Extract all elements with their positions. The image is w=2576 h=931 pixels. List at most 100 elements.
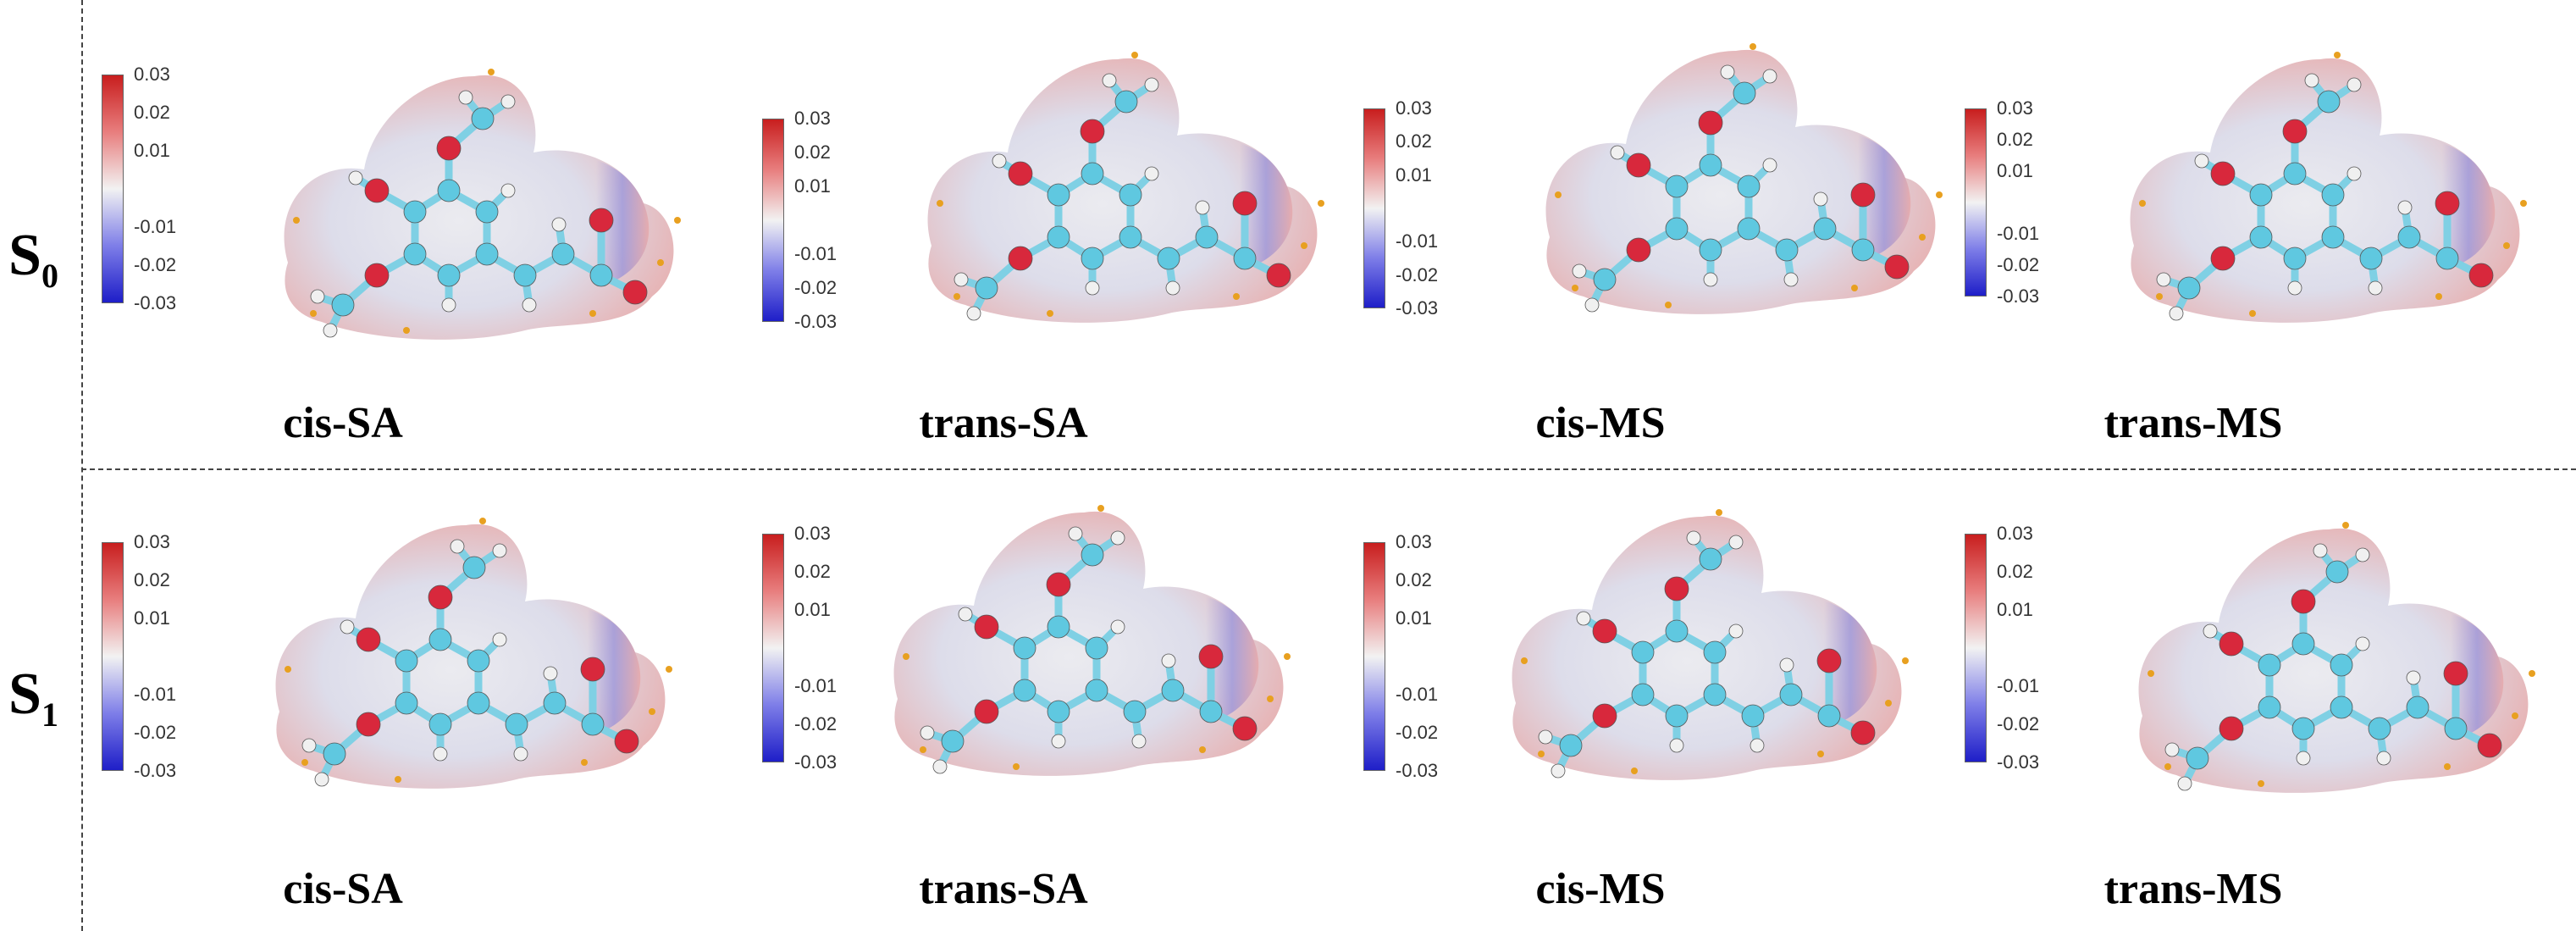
surface-extremum-point <box>2444 763 2451 770</box>
molecule-esp-map <box>2138 522 2535 793</box>
carbon-atom <box>1593 268 1617 291</box>
carbon-atom <box>551 242 575 266</box>
surface-extremum-point <box>2258 780 2264 787</box>
molecule-label: trans-MS <box>2103 865 2283 913</box>
carbon-atom <box>1699 547 1722 571</box>
carbon-atom <box>1741 704 1765 728</box>
colorbar-tick-label: 0.03 <box>1997 97 2033 119</box>
esp-negative-region <box>1160 137 1293 271</box>
colorbar-tick-label: 0.03 <box>1997 523 2033 544</box>
molecule-esp-map <box>284 69 681 340</box>
oxygen-atom <box>622 280 648 305</box>
carbon-atom <box>1703 640 1727 664</box>
carbon-atom <box>323 742 346 766</box>
oxygen-atom <box>1046 572 1071 597</box>
carbon-atom <box>1779 683 1803 707</box>
surface-extremum-point <box>903 653 909 660</box>
colorbar-tick-label: -0.01 <box>794 243 837 265</box>
oxygen-atom <box>1698 110 1723 136</box>
oxygen-atom <box>1232 191 1258 216</box>
colorbar-tick-label: 0.01 <box>1396 163 1432 186</box>
oxygen-atom <box>1592 618 1617 644</box>
carbon-atom <box>543 691 567 715</box>
oxygen-atom <box>1008 246 1033 271</box>
hydrogen-atom <box>1584 297 1600 313</box>
surface-extremum-point <box>649 708 655 715</box>
colorbar-tick-label: -0.03 <box>1396 760 1439 781</box>
molecule-esp-map <box>2130 52 2527 323</box>
hydrogen-atom <box>958 607 973 622</box>
colorbar-tick-label: 0.02 <box>1396 569 1432 591</box>
hydrogen-atom <box>1085 280 1100 296</box>
surface-extremum-point <box>2529 670 2535 677</box>
colorbar-tick-label: 0.01 <box>134 139 170 161</box>
colorbar-tick-label: -0.02 <box>134 253 177 275</box>
surface-extremum-point <box>2334 52 2341 58</box>
carbon-atom <box>2258 653 2281 677</box>
hydrogen-atom <box>1161 653 1176 668</box>
esp-negative-region <box>517 154 650 288</box>
hydrogen-atom <box>2194 153 2209 169</box>
carbon-atom <box>475 242 499 266</box>
carbon-atom <box>1737 175 1761 198</box>
carbon-atom <box>2317 90 2341 114</box>
carbon-atom <box>475 200 499 224</box>
colorbar: 0.03 0.02 0.01 -0.01 -0.02 -0.03 <box>1965 97 2066 307</box>
carbon-atom <box>428 628 452 651</box>
hydrogen-atom <box>1131 734 1147 749</box>
colorbar-tick-label: -0.03 <box>1396 297 1439 319</box>
hydrogen-atom <box>2313 543 2328 558</box>
hydrogen-atom <box>2368 280 2383 296</box>
carbon-atom <box>1233 247 1257 270</box>
colorbar-gradient <box>1363 108 1385 308</box>
hydrogen-atom <box>513 746 528 762</box>
oxygen-atom <box>2291 589 2316 614</box>
hydrogen-atom <box>1538 729 1553 745</box>
surface-extremum-point <box>589 310 596 317</box>
surface-extremum-point <box>395 776 401 783</box>
surface-extremum-point <box>2520 200 2527 207</box>
colorbar-tick-label: -0.01 <box>134 684 177 706</box>
esp-negative-region <box>1126 590 1259 724</box>
surface-extremum-point <box>1902 657 1909 664</box>
hydrogen-atom <box>450 539 465 554</box>
surface-extremum-point <box>1047 310 1053 317</box>
carbon-atom <box>2186 746 2209 770</box>
surface-extremum-point <box>2156 293 2163 300</box>
hydrogen-atom <box>2169 306 2184 321</box>
hydrogen-atom <box>458 90 473 105</box>
surface-extremum-point <box>1750 43 1756 50</box>
carbon-atom <box>2291 632 2315 656</box>
colorbar-tick-label: -0.02 <box>1997 712 2040 734</box>
surface-extremum-point <box>1301 242 1307 249</box>
hydrogen-atom <box>1610 145 1625 160</box>
colorbar-gradient <box>102 75 124 303</box>
carbon-atom <box>581 712 605 736</box>
hydrogen-atom <box>1110 619 1125 635</box>
surface-extremum-point <box>1284 653 1291 660</box>
carbon-atom <box>428 712 452 736</box>
hydrogen-atom <box>433 746 448 762</box>
hydrogen-atom <box>1669 738 1684 753</box>
carbon-atom <box>1665 619 1689 643</box>
carbon-atom <box>2283 247 2307 270</box>
carbon-atom <box>1817 704 1841 728</box>
colorbar-gradient <box>1363 542 1385 771</box>
surface-extremum-point <box>1131 52 1138 58</box>
colorbar-tick-label: -0.01 <box>1997 223 2040 245</box>
carbon-atom <box>2249 225 2273 249</box>
carbon-atom <box>2321 225 2345 249</box>
hydrogen-atom <box>2397 200 2413 215</box>
oxygen-atom <box>974 614 999 640</box>
surface-extremum-point <box>1555 191 1562 198</box>
colorbar-tick-label: 0.02 <box>1997 561 2033 583</box>
hydrogen-atom <box>1576 611 1591 626</box>
carbon-atom <box>1195 225 1219 249</box>
oxygen-atom <box>436 136 462 161</box>
oxygen-atom <box>1198 644 1224 669</box>
carbon-atom <box>437 263 461 287</box>
surface-extremum-point <box>488 69 495 75</box>
carbon-atom <box>2283 162 2307 186</box>
colorbar-tick-label: -0.01 <box>1997 675 2040 697</box>
